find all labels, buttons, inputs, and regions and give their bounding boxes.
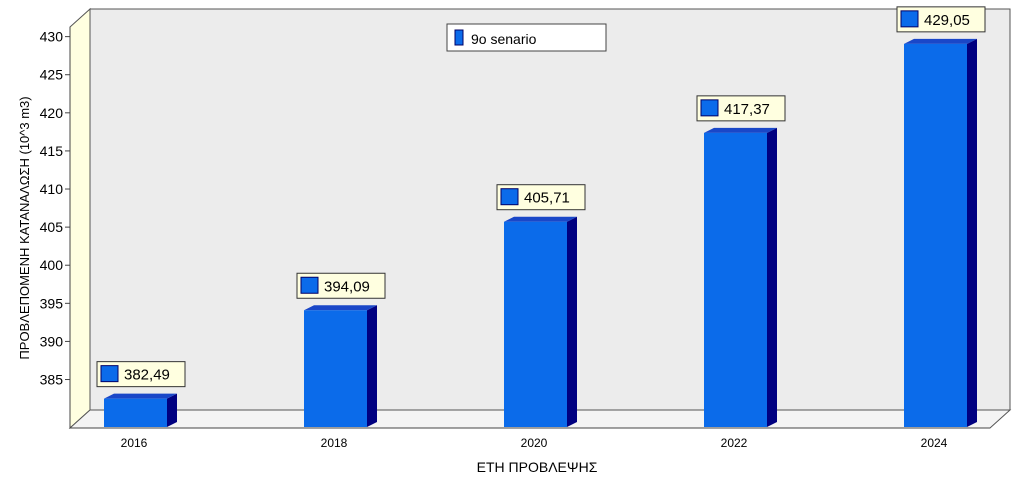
bar-side <box>167 393 177 427</box>
data-label: 417,37 <box>696 95 786 122</box>
data-label-swatch <box>900 10 919 28</box>
data-label: 382,49 <box>96 361 186 388</box>
y-tick-label: 425 <box>40 67 64 83</box>
bar-side <box>367 305 377 427</box>
data-label-value: 429,05 <box>924 12 970 29</box>
bar-series <box>104 38 977 428</box>
y-tick-label: 430 <box>40 29 64 45</box>
legend-swatch <box>454 29 464 46</box>
x-axis: 2016 2018 2020 2022 2024 <box>121 436 948 450</box>
bar-top <box>704 127 777 133</box>
data-label: 405,71 <box>496 184 586 211</box>
bar-side <box>767 127 777 428</box>
bar <box>904 38 977 427</box>
data-label-swatch <box>300 276 319 294</box>
data-label-swatch <box>100 365 119 383</box>
bar-side <box>567 216 577 427</box>
bar-top <box>504 216 577 222</box>
y-axis-title: ΠΡΟΒΛΕΠΟΜΕΝΗ ΚΑΤΑΝΑΛΩΣΗ (10^3 m3) <box>17 96 32 359</box>
data-label-value: 405,71 <box>524 190 570 207</box>
data-label-swatch <box>700 99 719 117</box>
legend-label: 9o senario <box>471 31 537 47</box>
bar-front <box>704 132 767 427</box>
bar <box>304 305 377 427</box>
legend: 9o senario <box>446 23 607 52</box>
y-tick-label: 410 <box>40 181 64 197</box>
bar-front <box>904 43 967 427</box>
y-tick-label: 385 <box>40 372 64 388</box>
y-tick-label: 420 <box>40 105 64 121</box>
y-tick-label: 395 <box>40 295 64 311</box>
bar-front <box>104 398 167 427</box>
bar <box>704 127 777 428</box>
data-label-value: 394,09 <box>324 278 370 295</box>
bar-top <box>104 393 177 399</box>
y-tick-label: 405 <box>40 219 64 235</box>
data-label-value: 382,49 <box>124 367 170 384</box>
data-label: 429,05 <box>896 6 986 33</box>
x-tick-label: 2020 <box>521 436 548 450</box>
legend-box <box>446 23 607 52</box>
bar-top <box>904 38 977 44</box>
data-labels: 382,49 394,09 405,71 417,37 429,05 <box>96 6 986 388</box>
bar <box>104 393 177 427</box>
data-label: 394,09 <box>296 272 386 299</box>
y-axis: 385 390 395 400 405 410 415 420 425 430 <box>40 29 70 388</box>
y-tick-label: 400 <box>40 257 64 273</box>
x-tick-label: 2018 <box>321 436 348 450</box>
bar-front <box>504 221 567 427</box>
x-axis-title: ΕΤΗ ΠΡΟΒΛΕΨΗΣ <box>477 459 598 475</box>
x-tick-label: 2022 <box>721 436 748 450</box>
x-tick-label: 2016 <box>121 436 148 450</box>
bar-front <box>304 310 367 427</box>
y-tick-label: 390 <box>40 333 64 349</box>
y-tick-label: 415 <box>40 143 64 159</box>
bar <box>504 216 577 427</box>
x-tick-label: 2024 <box>921 436 948 450</box>
bar-side <box>967 38 977 427</box>
bar-top <box>304 305 377 311</box>
data-label-swatch <box>500 188 519 206</box>
data-label-value: 417,37 <box>724 101 770 118</box>
left-wall <box>69 7 91 430</box>
